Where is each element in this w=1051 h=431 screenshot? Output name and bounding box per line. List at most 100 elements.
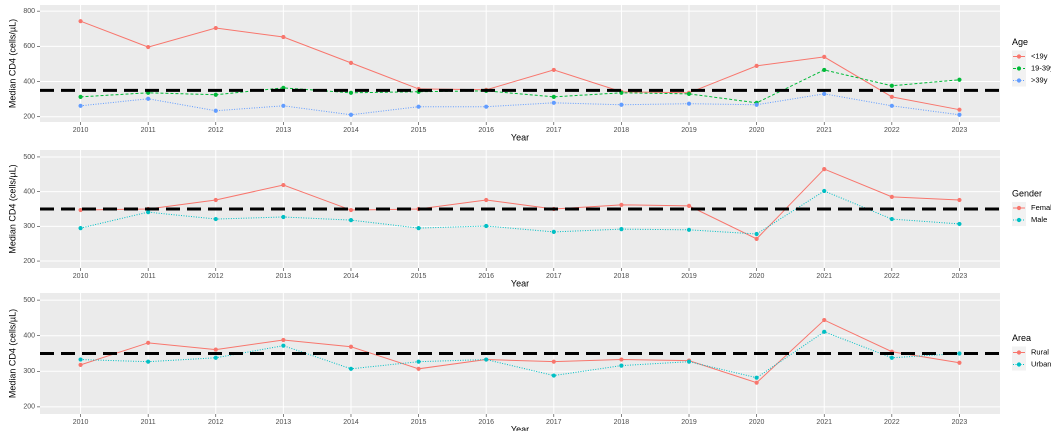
x-tick-label: 2014 <box>343 273 359 280</box>
legend-point <box>1016 217 1022 223</box>
data-point <box>146 210 151 215</box>
data-point <box>213 108 218 113</box>
data-point <box>484 197 489 203</box>
data-point <box>822 329 827 334</box>
x-tick-label: 2018 <box>614 273 630 280</box>
data-point <box>78 207 83 213</box>
y-axis-title: Median CD4 (cells/µL) <box>7 164 17 253</box>
x-tick-label: 2021 <box>816 419 832 426</box>
x-tick-label: 2023 <box>952 273 968 280</box>
data-point <box>619 202 624 207</box>
x-tick-label: 2020 <box>749 127 765 134</box>
data-point <box>754 63 759 68</box>
y-tick-label: 500 <box>23 154 35 161</box>
data-point <box>416 104 421 109</box>
data-point <box>484 357 489 362</box>
data-point <box>213 197 218 203</box>
plot-background <box>40 5 1000 122</box>
y-tick-label: 200 <box>23 258 35 265</box>
x-tick-label: 2016 <box>478 273 494 280</box>
x-tick-label: 2022 <box>884 127 900 134</box>
y-tick-label: 300 <box>23 368 35 375</box>
legend-label: Female <box>1031 203 1051 212</box>
y-tick-label: 200 <box>23 114 35 121</box>
legend-label: Male <box>1031 215 1047 224</box>
legend-point <box>1016 78 1022 83</box>
data-point <box>281 214 286 220</box>
data-point <box>551 100 556 105</box>
legend-point <box>1016 54 1022 59</box>
data-point <box>619 363 624 368</box>
data-point <box>551 94 556 99</box>
data-point <box>822 54 827 60</box>
data-point <box>822 91 827 96</box>
x-tick-label: 2018 <box>614 419 630 426</box>
data-point <box>822 188 827 194</box>
data-point <box>348 90 354 95</box>
series-line <box>80 20 960 111</box>
x-tick-label: 2013 <box>276 127 292 134</box>
data-point <box>78 19 83 24</box>
series-line <box>80 93 960 116</box>
legend-point <box>1016 66 1022 71</box>
data-point <box>348 60 354 65</box>
x-tick-label: 2022 <box>884 419 900 426</box>
legend-label: Rural <box>1031 347 1049 356</box>
y-tick-label: 400 <box>23 188 35 195</box>
data-point <box>754 102 759 107</box>
x-tick-label: 2016 <box>478 127 494 134</box>
data-point <box>416 359 421 364</box>
x-axis-title: Year <box>511 424 529 431</box>
x-tick-label: 2013 <box>276 419 292 426</box>
y-tick-label: 400 <box>23 78 35 85</box>
data-point <box>551 229 556 235</box>
data-point <box>213 347 218 352</box>
x-tick-label: 2015 <box>411 127 427 134</box>
x-tick-label: 2010 <box>73 273 89 280</box>
data-point <box>281 182 286 188</box>
legend-title: Age <box>1012 37 1028 47</box>
x-tick-label: 2023 <box>952 419 968 426</box>
data-point <box>551 359 556 364</box>
data-point <box>348 207 354 213</box>
data-point <box>348 344 354 349</box>
data-point <box>213 25 218 31</box>
x-tick-label: 2021 <box>816 273 832 280</box>
legend-title: Area <box>1012 333 1031 343</box>
x-tick-label: 2012 <box>208 419 224 426</box>
data-point <box>281 337 286 343</box>
data-point <box>348 218 354 223</box>
data-point <box>78 225 83 231</box>
x-tick-label: 2015 <box>411 273 427 280</box>
x-tick-label: 2020 <box>749 419 765 426</box>
x-tick-label: 2022 <box>884 273 900 280</box>
legend-label: >39y <box>1031 75 1048 84</box>
data-point <box>78 357 83 362</box>
data-point <box>484 104 489 109</box>
x-tick-label: 2014 <box>343 127 359 134</box>
data-point <box>146 44 151 50</box>
data-point <box>754 236 759 241</box>
data-point <box>889 94 894 99</box>
data-point <box>78 103 83 108</box>
x-tick-label: 2018 <box>614 127 630 134</box>
data-point <box>957 107 962 112</box>
plot-background <box>40 150 1000 268</box>
y-tick-label: 800 <box>23 8 35 15</box>
data-point <box>822 67 827 73</box>
data-point <box>686 203 692 208</box>
data-point <box>619 357 624 362</box>
x-tick-label: 2010 <box>73 127 89 134</box>
x-tick-label: 2010 <box>73 419 89 426</box>
x-tick-label: 2017 <box>546 273 562 280</box>
series-line <box>80 319 960 384</box>
data-point <box>686 91 692 96</box>
x-tick-label: 2011 <box>141 127 156 134</box>
x-tick-label: 2019 <box>681 127 697 134</box>
data-point <box>957 77 962 82</box>
data-point <box>957 197 962 203</box>
legend-title: Gender <box>1012 188 1042 198</box>
data-point <box>889 83 894 88</box>
data-point <box>889 103 894 108</box>
